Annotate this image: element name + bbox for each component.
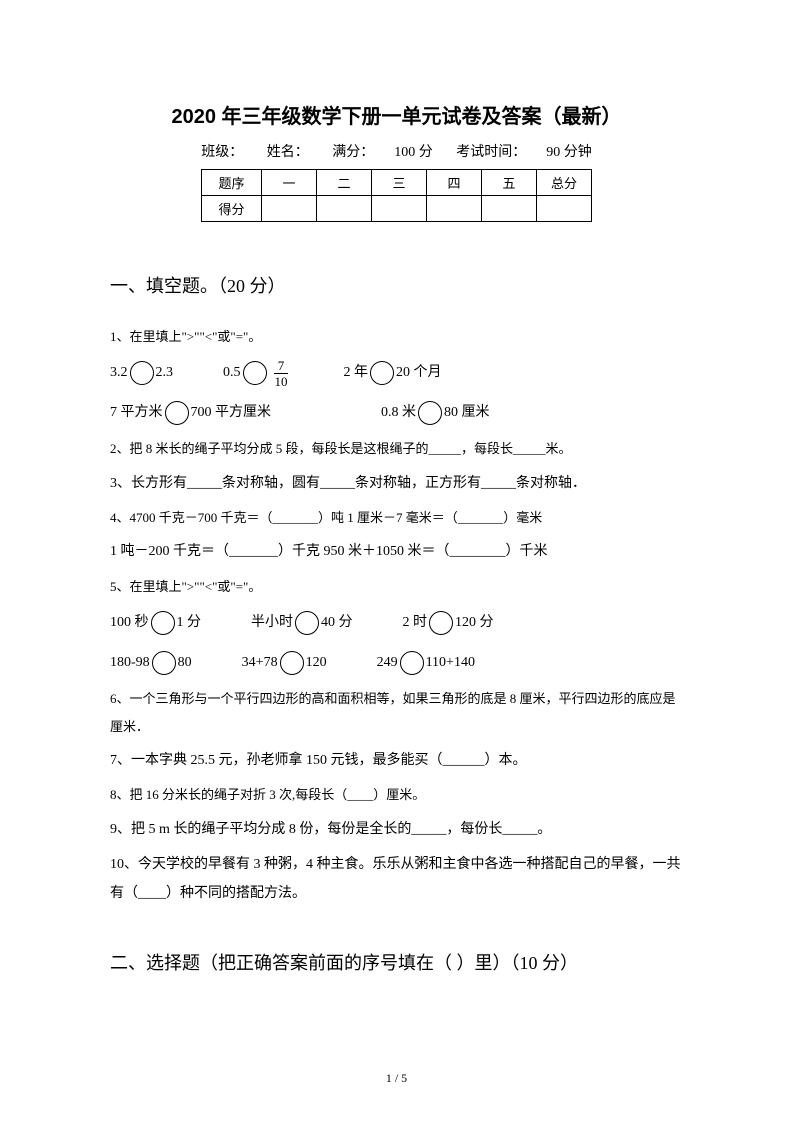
q5-row-a: 100 秒 1 分 半小时 40 分 2 时 120 分 bbox=[110, 606, 683, 640]
q6: 6、一个三角形与一个平行四边形的高和面积相等，如果三角形的底是 8 厘米，平行四… bbox=[110, 685, 683, 740]
q1-stem: 1、在里填上">""<"或"="。 bbox=[110, 323, 683, 350]
q5-stem: 5、在里填上">""<"或"="。 bbox=[110, 573, 683, 600]
q1a3-left: 2 年 bbox=[344, 356, 369, 390]
circle-blank-icon bbox=[151, 611, 175, 635]
td-blank bbox=[317, 196, 372, 222]
circle-blank-icon bbox=[130, 361, 154, 385]
time-value: 90 分钟 bbox=[546, 145, 592, 160]
q5a2-l: 半小时 bbox=[251, 606, 293, 640]
q5b2-r: 120 bbox=[306, 646, 327, 680]
q5b3-l: 249 bbox=[377, 646, 398, 680]
th-total: 总分 bbox=[537, 170, 592, 196]
name-label: 姓名： bbox=[267, 145, 309, 160]
q3: 3、长方形有_____条对称轴，圆有_____条对称轴，正方形有_____条对称… bbox=[110, 469, 683, 498]
q5a1-l: 100 秒 bbox=[110, 606, 149, 640]
q1-row-a: 3.2 2.3 0.5 7 10 2 年 20 个月 bbox=[110, 356, 683, 390]
q9: 9、把 5 m 长的绳子平均分成 8 份，每份是全长的_____，每份长____… bbox=[110, 815, 683, 844]
q5a3-l: 2 时 bbox=[403, 606, 428, 640]
q5a3-r: 120 分 bbox=[455, 606, 494, 640]
q5b3-r: 110+140 bbox=[426, 646, 475, 680]
th-2: 二 bbox=[317, 170, 372, 196]
th-order: 题序 bbox=[202, 170, 262, 196]
q1a2-left: 0.5 bbox=[223, 356, 241, 390]
time-label: 考试时间： bbox=[456, 145, 526, 160]
q1b2-right: 80 厘米 bbox=[444, 396, 490, 430]
q8: 8、把 16 分米长的绳子对折 3 次,每段长（____）厘米。 bbox=[110, 781, 683, 808]
section-1-heading: 一、填空题。（20 分） bbox=[110, 272, 683, 298]
circle-blank-icon bbox=[370, 361, 394, 385]
q1-row-b: 7 平方米 700 平方厘米 0.8 米 80 厘米 bbox=[110, 396, 683, 430]
table-row: 题序 一 二 三 四 五 总分 bbox=[202, 170, 592, 196]
q4a: 4、4700 千克－700 千克＝（_______）吨 1 厘米－7 毫米＝（_… bbox=[110, 504, 683, 531]
exam-info-line: 班级： 姓名： 满分： 100 分 考试时间： 90 分钟 bbox=[110, 141, 683, 161]
class-label: 班级： bbox=[201, 145, 243, 160]
q1a1-left: 3.2 bbox=[110, 356, 128, 390]
page-number: 1 / 5 bbox=[0, 1071, 793, 1086]
q5b1-l: 180-98 bbox=[110, 646, 150, 680]
circle-blank-icon bbox=[243, 361, 267, 385]
fullmark-value: 100 分 bbox=[394, 145, 433, 160]
q5b2-l: 34+78 bbox=[242, 646, 278, 680]
circle-blank-icon bbox=[400, 651, 424, 675]
circle-blank-icon bbox=[418, 401, 442, 425]
q1b2-left: 0.8 米 bbox=[381, 396, 416, 430]
circle-blank-icon bbox=[280, 651, 304, 675]
th-1: 一 bbox=[262, 170, 317, 196]
td-blank bbox=[427, 196, 482, 222]
q5b1-r: 80 bbox=[178, 646, 192, 680]
td-blank bbox=[537, 196, 592, 222]
q2: 2、把 8 米长的绳子平均分成 5 段，每段长是这根绳子的_____，每段长__… bbox=[110, 435, 683, 462]
q1a3-right: 20 个月 bbox=[396, 356, 442, 390]
page-title: 2020 年三年级数学下册一单元试卷及答案（最新） bbox=[110, 100, 683, 129]
circle-blank-icon bbox=[429, 611, 453, 635]
q7: 7、一本字典 25.5 元，孙老师拿 150 元钱，最多能买（______）本。 bbox=[110, 746, 683, 775]
th-5: 五 bbox=[482, 170, 537, 196]
fullmark-label: 满分： bbox=[332, 145, 374, 160]
td-blank bbox=[372, 196, 427, 222]
table-row: 得分 bbox=[202, 196, 592, 222]
td-blank bbox=[262, 196, 317, 222]
circle-blank-icon bbox=[295, 611, 319, 635]
td-blank bbox=[482, 196, 537, 222]
score-table: 题序 一 二 三 四 五 总分 得分 bbox=[201, 169, 592, 222]
q5a2-r: 40 分 bbox=[321, 606, 353, 640]
fraction-7-10: 7 10 bbox=[271, 359, 292, 388]
td-score-label: 得分 bbox=[202, 196, 262, 222]
q10: 10、今天学校的早餐有 3 种粥，4 种主食。乐乐从粥和主食中各选一种搭配自己的… bbox=[110, 850, 683, 909]
th-4: 四 bbox=[427, 170, 482, 196]
fraction-numerator: 7 bbox=[274, 359, 289, 374]
q1b1-right: 700 平方厘米 bbox=[191, 396, 272, 430]
circle-blank-icon bbox=[152, 651, 176, 675]
q1b1-left: 7 平方米 bbox=[110, 396, 163, 430]
q1a1-right: 2.3 bbox=[156, 356, 174, 390]
fraction-denominator: 10 bbox=[271, 374, 292, 388]
circle-blank-icon bbox=[165, 401, 189, 425]
q5-row-b: 180-98 80 34+78 120 249 110+140 bbox=[110, 646, 683, 680]
q5a1-r: 1 分 bbox=[177, 606, 202, 640]
q4b: 1 吨－200 千克＝（_______）千克 950 米＋1050 米＝（___… bbox=[110, 537, 683, 566]
section-2-heading: 二、选择题（把正确答案前面的序号填在（ ）里）（10 分） bbox=[110, 949, 683, 975]
th-3: 三 bbox=[372, 170, 427, 196]
